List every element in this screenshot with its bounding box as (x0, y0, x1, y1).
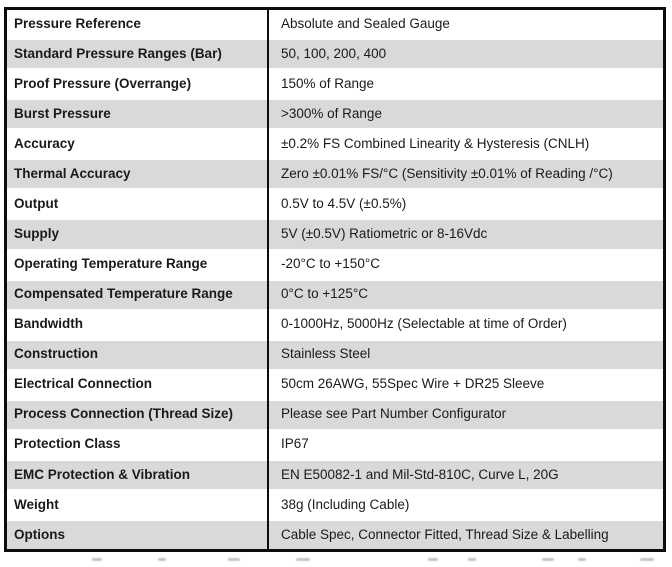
spec-label: Pressure Reference (14, 15, 141, 31)
table-row: Pressure Reference Absolute and Sealed Ga… (7, 10, 663, 39)
spec-value: 0°C to +125°C (281, 286, 368, 302)
table-row: Construction Stainless Steel (7, 340, 663, 369)
spec-label: Process Connection (Thread Size) (14, 406, 234, 422)
table-row: Options Cable Spec, Connector Fitted, Thr… (7, 521, 663, 550)
scan-artifact (428, 558, 438, 561)
spec-label: Protection Class (14, 436, 121, 452)
scan-artifact (228, 558, 240, 561)
spec-label: Bandwidth (14, 316, 83, 332)
spec-value: Cable Spec, Connector Fitted, Thread Siz… (281, 526, 609, 542)
table-row: Standard Pressure Ranges (Bar) 50, 100, 2… (7, 40, 663, 69)
spec-value: IP67 (281, 436, 309, 452)
spec-label: Construction (14, 346, 98, 362)
table-row: Compensated Temperature Range 0°C to +125… (7, 280, 663, 309)
spec-value: Absolute and Sealed Gauge (281, 15, 450, 31)
table-row: Proof Pressure (Overrange) 150% of Range (7, 70, 663, 99)
spec-value: -20°C to +150°C (281, 256, 380, 272)
spec-value: 5V (±0.5V) Ratiometric or 8-16Vdc (281, 226, 488, 242)
table-row: Process Connection (Thread Size) Please s… (7, 400, 663, 429)
spec-value: Zero ±0.01% FS/°C (Sensitivity ±0.01% of… (281, 165, 613, 181)
specification-table: Pressure Reference Absolute and Sealed Ga… (4, 7, 666, 552)
spec-value: EN E50082-1 and Mil-Std-810C, Curve L, 2… (281, 466, 559, 482)
spec-label: Proof Pressure (Overrange) (14, 75, 192, 91)
scan-artifact (468, 558, 476, 561)
spec-value: 150% of Range (281, 75, 375, 91)
spec-label: Operating Temperature Range (14, 256, 208, 272)
spec-value: Please see Part Number Configurator (281, 406, 507, 422)
spec-label: Electrical Connection (14, 376, 153, 392)
table-row: Burst Pressure >300% of Range (7, 100, 663, 129)
scan-artifact (296, 558, 310, 561)
scan-artifact (92, 558, 102, 561)
spec-label: Supply (14, 226, 60, 242)
spec-label: Weight (14, 496, 59, 512)
table-row: Thermal Accuracy Zero ±0.01% FS/°C (Sensi… (7, 160, 663, 189)
spec-label: Standard Pressure Ranges (Bar) (14, 45, 222, 61)
spec-value: >300% of Range (281, 105, 382, 121)
spec-value: ±0.2% FS Combined Linearity & Hysteresis… (281, 135, 590, 151)
spec-label: Accuracy (14, 135, 75, 151)
table-row: Bandwidth 0-1000Hz, 5000Hz (Selectable at… (7, 310, 663, 339)
table-row: Electrical Connection 50cm 26AWG, 55Spec … (7, 370, 663, 399)
scan-artifact (542, 558, 554, 561)
column-divider (267, 10, 269, 549)
spec-label: Output (14, 195, 59, 211)
spec-value: 0.5V to 4.5V (±0.5%) (281, 195, 407, 211)
scan-artifact (158, 558, 166, 561)
table-row: Accuracy ±0.2% FS Combined Linearity & Hy… (7, 130, 663, 159)
spec-label: Options (14, 526, 65, 542)
table-row: Operating Temperature Range -20°C to +150… (7, 250, 663, 279)
spec-value: 0-1000Hz, 5000Hz (Selectable at time of … (281, 316, 567, 332)
scan-artifact (640, 558, 654, 561)
table-row: Output 0.5V to 4.5V (±0.5%) (7, 190, 663, 219)
spec-label: EMC Protection & Vibration (14, 466, 191, 482)
table-row: EMC Protection & Vibration EN E50082-1 an… (7, 460, 663, 489)
table-row: Protection Class IP67 (7, 430, 663, 459)
spec-label: Burst Pressure (14, 105, 111, 121)
spec-value: Stainless Steel (281, 346, 371, 362)
spec-label: Thermal Accuracy (14, 165, 131, 181)
spec-table-rows: Pressure Reference Absolute and Sealed Ga… (7, 10, 663, 550)
spec-value: 50cm 26AWG, 55Spec Wire + DR25 Sleeve (281, 376, 545, 392)
scan-artifact (578, 558, 586, 561)
spec-value: 50, 100, 200, 400 (281, 45, 387, 61)
spec-value: 38g (Including Cable) (281, 496, 410, 512)
table-row: Supply 5V (±0.5V) Ratiometric or 8-16Vdc (7, 220, 663, 249)
table-row: Weight 38g (Including Cable) (7, 491, 663, 520)
spec-label: Compensated Temperature Range (14, 286, 233, 302)
